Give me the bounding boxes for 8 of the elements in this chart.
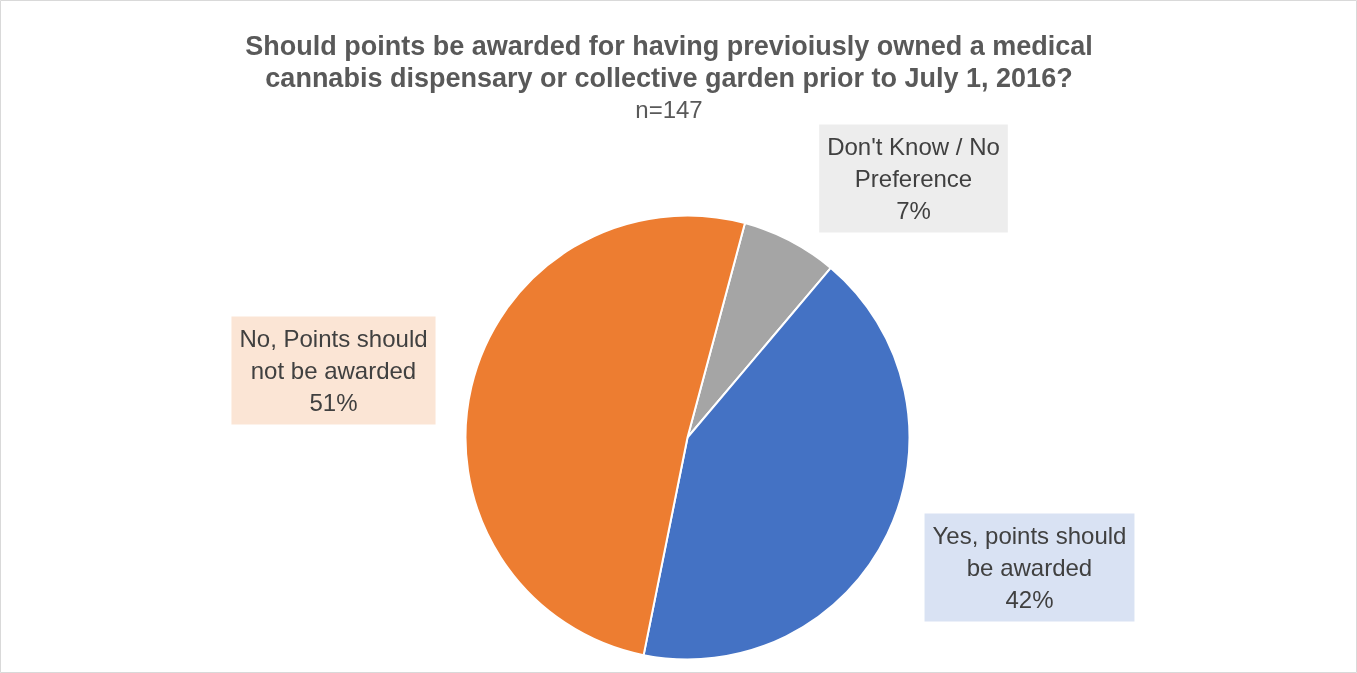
data-label: 7%: [896, 197, 931, 225]
chart-title: Should points be awarded for having previoiusly owned a medical cannabis dispensary or collective garden prior to July 1, 2016?: [245, 30, 1093, 93]
chart-subtitle: n=147: [635, 96, 703, 123]
slice-label: Don't Know / No Preference: [827, 132, 1000, 192]
slice-label: No, Points should not be awarded: [239, 324, 428, 384]
data-label: 51%: [309, 389, 358, 417]
slice-label: Yes, points should be awarded: [932, 521, 1127, 581]
data-label: 42%: [1005, 586, 1054, 614]
